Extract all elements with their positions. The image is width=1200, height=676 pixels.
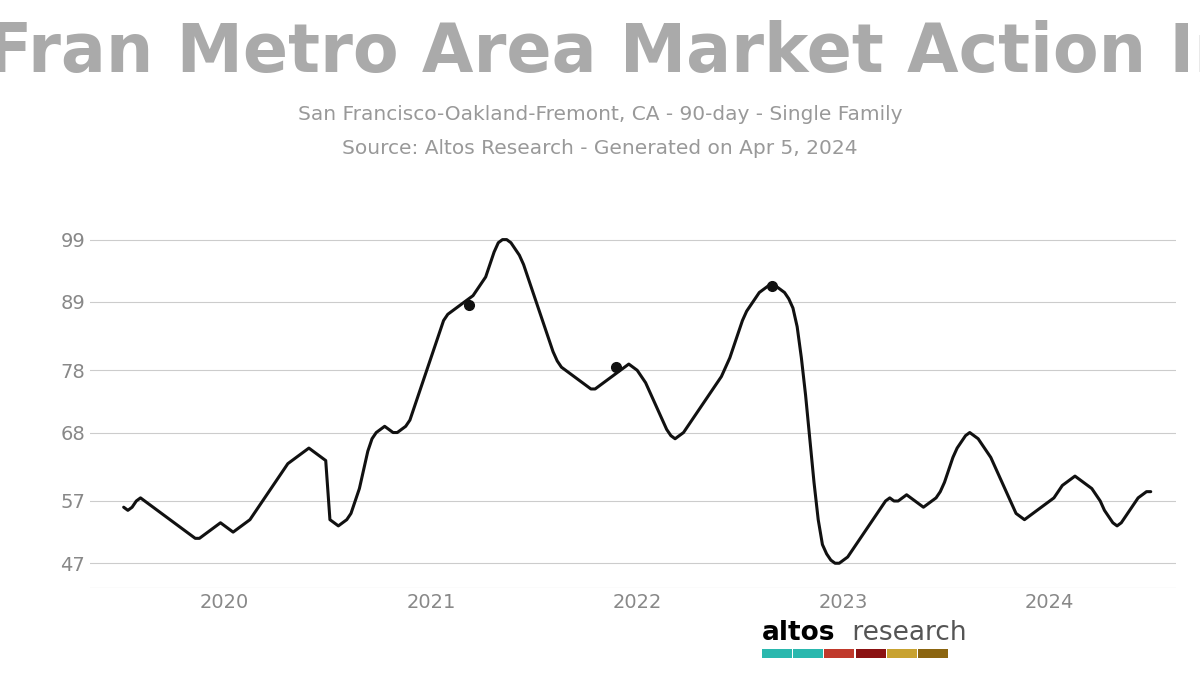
Text: San Francisco-Oakland-Fremont, CA - 90-day - Single Family: San Francisco-Oakland-Fremont, CA - 90-d… xyxy=(298,105,902,124)
Text: research: research xyxy=(844,620,966,646)
Text: Source: Altos Research - Generated on Apr 5, 2024: Source: Altos Research - Generated on Ap… xyxy=(342,139,858,158)
Text: altos: altos xyxy=(762,620,835,646)
Text: San Fran Metro Area Market Action Index: San Fran Metro Area Market Action Index xyxy=(0,20,1200,87)
